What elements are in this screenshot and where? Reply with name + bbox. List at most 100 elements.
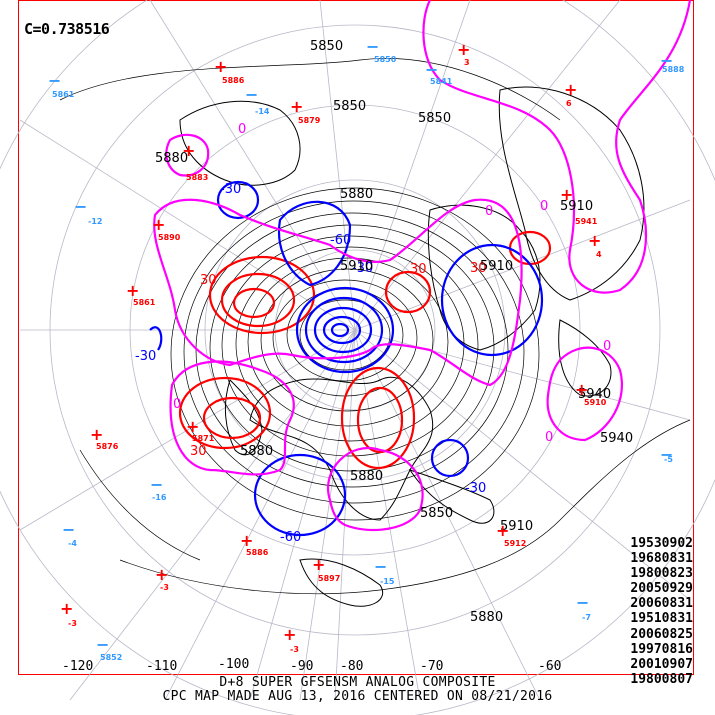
zero-anomaly-contours [153,0,692,532]
svg-text:+: + [155,565,168,584]
svg-text:+: + [182,141,195,160]
plus-marker: +-3 [283,625,299,654]
svg-text:5886: 5886 [246,548,269,557]
plus-marker: +5941 [560,185,598,226]
footer-subtitle: CPC MAP MADE AUG 13, 2016 CENTERED ON 08… [162,689,553,704]
svg-text:3: 3 [464,58,470,67]
analog-date: 19680831 [630,551,693,567]
height-label: 5880 [470,610,503,625]
height-label: 5910 [560,199,593,214]
svg-text:5876: 5876 [96,442,119,451]
anomaly-label: -30 [135,349,156,364]
svg-text:−: − [48,71,61,90]
station-markers: +5886 +5879 +5890 +5861 +5883 +5876 +588… [48,37,685,662]
anomaly-label: 30 [200,273,217,288]
height-label: 5880 [240,444,273,459]
longitude-label: -120 [62,659,93,674]
anomaly-label: 30 [190,444,207,459]
plus-marker: +3 [457,40,470,67]
plus-marker: +4 [588,231,602,259]
minus-marker: −-4 [62,520,77,548]
footer-title: D+8 SUPER GFSENSM ANALOG COMPOSITE [219,675,496,690]
minus-marker: −-5 [660,445,673,464]
svg-text:5852: 5852 [100,653,122,662]
svg-text:6: 6 [566,99,572,108]
longitude-label: -110 [146,659,177,674]
minus-marker: −5861 [48,71,75,99]
svg-text:+: + [126,281,139,300]
svg-text:-5: -5 [664,455,673,464]
anomaly-labels: 30 30 30 30 -30 -30 -60 -60 -30 -30 0 0 … [135,122,611,545]
svg-text:+: + [560,185,573,204]
svg-text:+: + [240,531,253,550]
anomaly-label: 0 [603,339,611,354]
svg-text:5910: 5910 [584,398,607,407]
plus-marker: +5890 [152,215,181,242]
plus-marker: +5912 [496,521,526,548]
plus-marker: +5871 [186,417,215,443]
negative-anomaly-contours [149,180,544,537]
minus-marker: −-16 [150,475,167,502]
plus-marker: +5861 [126,281,156,307]
svg-text:−: − [576,593,589,612]
longitude-label: -60 [538,659,561,674]
svg-text:5912: 5912 [504,539,526,548]
height-contours [59,58,691,595]
svg-text:5871: 5871 [192,434,215,443]
svg-text:5879: 5879 [298,116,321,125]
anomaly-label: -60 [330,233,351,248]
svg-text:4: 4 [596,250,602,259]
plus-marker: +5886 [240,531,269,557]
anomaly-label: 0 [173,397,181,412]
anomaly-label: 0 [485,204,493,219]
anomaly-label: 0 [540,199,548,214]
svg-text:+: + [60,599,73,618]
height-label: 5850 [418,111,451,126]
plus-marker: +5883 [182,141,208,182]
svg-text:-16: -16 [152,493,167,502]
longitude-label: -90 [290,659,313,674]
plus-marker: +5910 [575,380,607,407]
height-label: 5850 [333,99,366,114]
minus-marker: −-12 [74,197,102,226]
analog-date: 19510831 [630,611,693,627]
analog-date: 20010907 [630,656,693,672]
analog-date: 19800823 [630,566,693,582]
anomaly-label: -30 [220,182,241,197]
height-labels: 5850 5880 5910 5940 5880 5850 5880 5910 … [155,39,633,625]
svg-text:-3: -3 [68,619,77,628]
svg-text:−: − [660,445,673,464]
minus-marker: − -14 [245,85,270,116]
svg-text:+: + [214,57,227,76]
svg-text:+: + [575,380,588,399]
svg-text:5888: 5888 [662,65,685,74]
analog-date: 19970816 [630,641,693,657]
plus-marker: +-3 [60,599,77,628]
minus-marker: −5850 [366,37,397,64]
svg-text:5850: 5850 [374,55,397,64]
analog-date: 20060825 [630,626,693,642]
svg-text:+: + [312,555,325,574]
anomaly-label: 30 [470,261,487,276]
height-label: 5880 [155,151,188,166]
svg-text:+: + [90,425,103,444]
svg-text:5861: 5861 [133,298,156,307]
svg-text:−: − [374,557,387,576]
anomaly-label: -30 [352,261,373,276]
svg-text:−: − [366,37,379,56]
analog-date: 20060831 [630,596,693,612]
svg-text:5883: 5883 [186,173,208,182]
minus-marker: −-15 [374,557,395,586]
analog-date: 20050929 [630,581,693,597]
svg-text:−: − [245,85,258,104]
anomaly-label: 30 [410,262,427,277]
anomaly-label: 0 [545,430,553,445]
minus-marker: −5841 [425,60,453,86]
svg-text:+: + [283,625,296,644]
height-label: 5940 [600,431,633,446]
svg-text:+: + [588,231,601,250]
height-label: 5940 [578,387,611,402]
svg-text:−: − [660,51,673,70]
minus-marker: −5852 [96,635,122,662]
